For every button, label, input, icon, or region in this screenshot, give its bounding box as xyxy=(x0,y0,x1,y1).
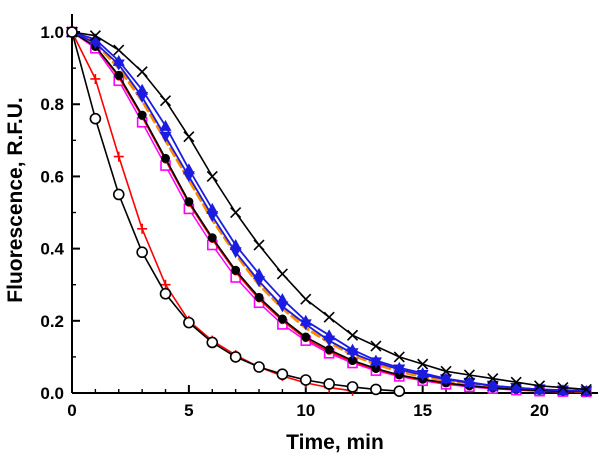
y-axis-title: Fluorescence, R.F.U. xyxy=(4,97,27,303)
triangle-up-marker xyxy=(276,293,289,305)
x-marker xyxy=(323,311,335,323)
triangle-up-marker xyxy=(182,163,195,175)
triangle-up-marker xyxy=(463,376,476,388)
triangle-up-marker xyxy=(440,372,453,384)
open-circle-marker xyxy=(253,361,265,373)
x-marker xyxy=(89,30,101,42)
plus-marker xyxy=(90,73,101,84)
filled-circle-marker xyxy=(324,345,334,355)
x-marker xyxy=(463,369,475,381)
filled-circle-marker xyxy=(348,356,358,366)
triangle-up-marker xyxy=(136,83,149,95)
filled-circle-marker xyxy=(277,314,287,324)
open-circle-marker xyxy=(89,112,102,125)
open-circle-marker xyxy=(393,385,406,397)
x-marker xyxy=(346,329,359,341)
x-marker xyxy=(113,44,125,56)
x-marker xyxy=(206,170,218,182)
filled-circle-marker xyxy=(184,197,194,207)
triangle-up-marker xyxy=(510,381,523,393)
filled-circle-marker xyxy=(371,363,381,373)
x-marker xyxy=(487,372,499,385)
y-tick-label: 1.0 xyxy=(40,23,64,42)
filled-circle-marker xyxy=(207,233,217,243)
plus-marker xyxy=(113,151,124,162)
filled-circle-marker xyxy=(301,332,311,342)
triangle-up-marker xyxy=(229,239,242,251)
triangle-up-marker xyxy=(253,267,266,279)
x-marker xyxy=(370,340,382,352)
x-marker xyxy=(253,239,265,251)
triangle-up-marker xyxy=(416,367,429,379)
triangle-down-marker xyxy=(159,131,172,143)
triangle-up-marker xyxy=(556,384,569,396)
x-tick-label: 15 xyxy=(413,401,432,420)
open-circle-marker xyxy=(346,381,359,393)
x-marker xyxy=(183,131,195,143)
open-circle-marker xyxy=(229,351,242,363)
x-marker xyxy=(159,95,172,107)
triangle-up-marker xyxy=(533,383,546,395)
x-tick-label: 20 xyxy=(530,401,549,420)
y-tick-label: 0.2 xyxy=(40,312,64,331)
open-circle-marker xyxy=(112,188,125,201)
x-marker xyxy=(230,206,242,219)
filled-circle-marker xyxy=(254,292,264,302)
x-marker xyxy=(276,268,288,280)
y-tick-label: 0.4 xyxy=(40,240,64,259)
open-circle-marker xyxy=(159,287,172,300)
y-tick-label: 0.6 xyxy=(40,167,64,186)
x-marker xyxy=(417,358,429,370)
triangle-up-marker xyxy=(393,361,406,373)
triangle-up-marker xyxy=(346,343,359,355)
x-marker xyxy=(510,376,522,388)
x-tick-label: 0 xyxy=(67,401,76,420)
filled-circle-marker xyxy=(114,70,124,80)
triangle-up-marker xyxy=(159,119,172,131)
x-marker xyxy=(533,380,546,392)
open-circle-marker xyxy=(299,374,312,386)
x-marker xyxy=(300,293,312,305)
triangle-up-marker xyxy=(112,54,125,66)
filled-circle-marker xyxy=(137,110,147,120)
open-circle-marker xyxy=(323,378,335,390)
x-marker xyxy=(580,383,592,395)
x-marker xyxy=(557,382,569,394)
triangle-up-marker xyxy=(299,314,312,326)
y-tick-label: 0.8 xyxy=(40,95,64,114)
open-circle-marker xyxy=(370,383,382,396)
x-axis-title: Time, min xyxy=(286,431,384,454)
filled-circle-marker xyxy=(231,265,241,275)
open-circle-marker xyxy=(276,368,289,381)
x-marker xyxy=(393,351,405,363)
triangle-up-marker xyxy=(486,379,499,391)
triangle-up-marker xyxy=(369,354,382,366)
triangle-up-marker xyxy=(89,33,102,45)
x-marker xyxy=(440,365,452,377)
open-circle-marker xyxy=(66,26,78,38)
triangle-up-marker xyxy=(206,202,219,214)
y-tick-label: 0.0 xyxy=(40,384,64,403)
x-marker xyxy=(136,66,148,78)
x-tick-label: 5 xyxy=(184,401,193,420)
triangle-up-marker xyxy=(323,329,336,341)
x-tick-label: 10 xyxy=(296,401,315,420)
open-circle-marker xyxy=(183,316,195,329)
filled-circle-marker xyxy=(161,153,171,163)
open-circle-marker xyxy=(206,336,219,349)
open-circle-marker xyxy=(136,246,148,259)
plus-marker xyxy=(137,223,148,234)
